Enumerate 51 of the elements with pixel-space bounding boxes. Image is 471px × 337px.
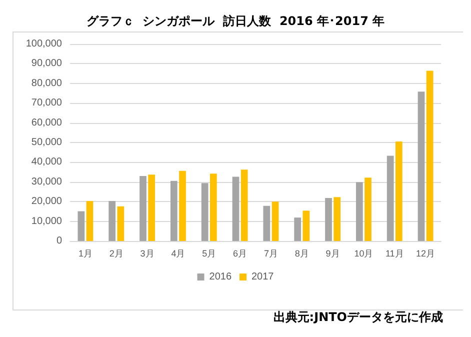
text: 出典元:JNTOデータを元に作成 xyxy=(273,310,444,324)
x-tick-label: 4月 xyxy=(171,248,186,258)
x-tick-label: 8月 xyxy=(294,248,309,258)
bar xyxy=(201,183,208,241)
x-tick-label: 3月 xyxy=(140,248,154,258)
bar xyxy=(418,92,425,241)
bar xyxy=(179,170,186,241)
y-tick-label: 20,000 xyxy=(31,196,62,208)
y-tick-label: 50,000 xyxy=(31,137,62,148)
x-tick-label: 2月 xyxy=(109,248,124,258)
bar xyxy=(386,156,394,241)
y-tick-label: 60,000 xyxy=(31,117,62,128)
bar xyxy=(302,210,310,241)
x-tick-label: 12月 xyxy=(416,248,436,258)
bar xyxy=(325,198,332,241)
bar xyxy=(364,178,372,241)
bar xyxy=(148,174,156,241)
x-tick-label: 6月 xyxy=(233,248,248,258)
bar xyxy=(108,201,116,241)
x-tick-label: 5月 xyxy=(202,248,216,258)
bar xyxy=(170,180,178,241)
bar xyxy=(140,176,146,241)
bar xyxy=(263,206,270,241)
bar xyxy=(210,174,217,241)
bar xyxy=(334,197,341,241)
bar xyxy=(240,170,248,241)
x-tick-label: 1月 xyxy=(78,248,92,258)
y-tick-label: 90,000 xyxy=(31,58,62,70)
y-tick-label: 40,000 xyxy=(31,156,62,168)
x-tick-label: 9月 xyxy=(326,248,340,258)
y-tick-label: 10,000 xyxy=(31,216,62,227)
bar xyxy=(117,206,124,241)
y-tick-label: 100,000 xyxy=(26,38,62,50)
y-tick-label: 80,000 xyxy=(31,78,62,89)
bar xyxy=(232,176,240,241)
y-tick-label: 30,000 xyxy=(31,176,62,188)
x-tick-label: 11月 xyxy=(385,248,404,258)
bar xyxy=(294,218,302,241)
y-tick-label: 0 xyxy=(56,236,62,246)
x-tick-label: 7月 xyxy=(264,248,278,258)
legend-label: 2016 xyxy=(209,272,232,282)
bar xyxy=(395,142,402,241)
y-tick-label: 70,000 xyxy=(31,98,62,109)
bar xyxy=(426,70,434,241)
chart-title: グラフｃ シンガポール 訪日人数 2016 年･2017 年 xyxy=(86,14,385,28)
legend-label: 2017 xyxy=(252,272,274,282)
bar xyxy=(86,201,94,241)
x-tick-label: 10月 xyxy=(354,248,374,258)
bar xyxy=(356,182,363,241)
bar xyxy=(78,211,85,241)
bar xyxy=(272,202,279,241)
